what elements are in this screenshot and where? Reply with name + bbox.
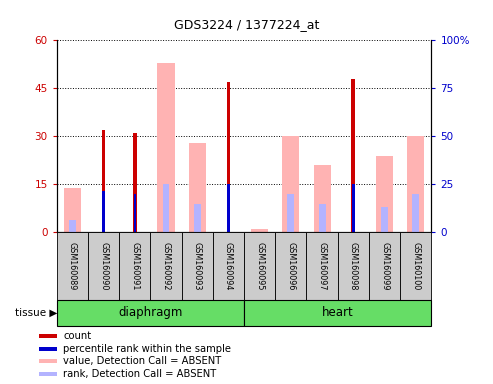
- Bar: [163, 184, 170, 232]
- Bar: [102, 191, 105, 232]
- Text: GSM160094: GSM160094: [224, 242, 233, 290]
- Bar: [102, 130, 106, 232]
- Text: GSM160089: GSM160089: [68, 242, 77, 290]
- Bar: [88, 232, 119, 300]
- Bar: [150, 232, 181, 300]
- Bar: [314, 165, 331, 232]
- Text: GSM160093: GSM160093: [193, 242, 202, 290]
- Bar: [39, 334, 57, 338]
- Text: heart: heart: [322, 306, 353, 319]
- Bar: [338, 232, 369, 300]
- Bar: [57, 232, 88, 300]
- Text: GSM160091: GSM160091: [130, 242, 139, 290]
- Text: GDS3224 / 1377224_at: GDS3224 / 1377224_at: [174, 18, 319, 31]
- Bar: [213, 232, 244, 300]
- Text: GSM160096: GSM160096: [286, 242, 295, 290]
- Text: GSM160100: GSM160100: [411, 242, 420, 290]
- Bar: [39, 347, 57, 351]
- Bar: [57, 300, 244, 326]
- Bar: [251, 229, 268, 232]
- Bar: [412, 194, 419, 232]
- Bar: [227, 184, 230, 232]
- Bar: [133, 133, 137, 232]
- Text: GSM160099: GSM160099: [380, 242, 389, 290]
- Text: GSM160097: GSM160097: [317, 242, 326, 290]
- Text: diaphragm: diaphragm: [118, 306, 182, 319]
- Bar: [157, 63, 175, 232]
- Bar: [119, 232, 150, 300]
- Text: GSM160090: GSM160090: [99, 242, 108, 290]
- Bar: [381, 207, 388, 232]
- Bar: [227, 82, 230, 232]
- Bar: [181, 232, 213, 300]
- Text: count: count: [63, 331, 91, 341]
- Bar: [352, 79, 355, 232]
- Bar: [69, 220, 76, 232]
- Bar: [407, 136, 424, 232]
- Text: GSM160095: GSM160095: [255, 242, 264, 290]
- Bar: [39, 372, 57, 376]
- Bar: [307, 232, 338, 300]
- Bar: [400, 232, 431, 300]
- Bar: [282, 136, 299, 232]
- Text: percentile rank within the sample: percentile rank within the sample: [63, 344, 231, 354]
- Bar: [64, 187, 81, 232]
- Text: tissue ▶: tissue ▶: [15, 308, 57, 318]
- Text: GSM160098: GSM160098: [349, 242, 358, 290]
- Bar: [134, 194, 136, 232]
- Bar: [189, 143, 206, 232]
- Bar: [244, 232, 275, 300]
- Bar: [352, 184, 354, 232]
- Bar: [244, 300, 431, 326]
- Bar: [369, 232, 400, 300]
- Bar: [376, 156, 393, 232]
- Bar: [275, 232, 307, 300]
- Bar: [194, 204, 201, 232]
- Text: GSM160092: GSM160092: [162, 242, 171, 290]
- Bar: [39, 359, 57, 363]
- Bar: [318, 204, 325, 232]
- Bar: [287, 194, 294, 232]
- Text: value, Detection Call = ABSENT: value, Detection Call = ABSENT: [63, 356, 221, 366]
- Text: rank, Detection Call = ABSENT: rank, Detection Call = ABSENT: [63, 369, 216, 379]
